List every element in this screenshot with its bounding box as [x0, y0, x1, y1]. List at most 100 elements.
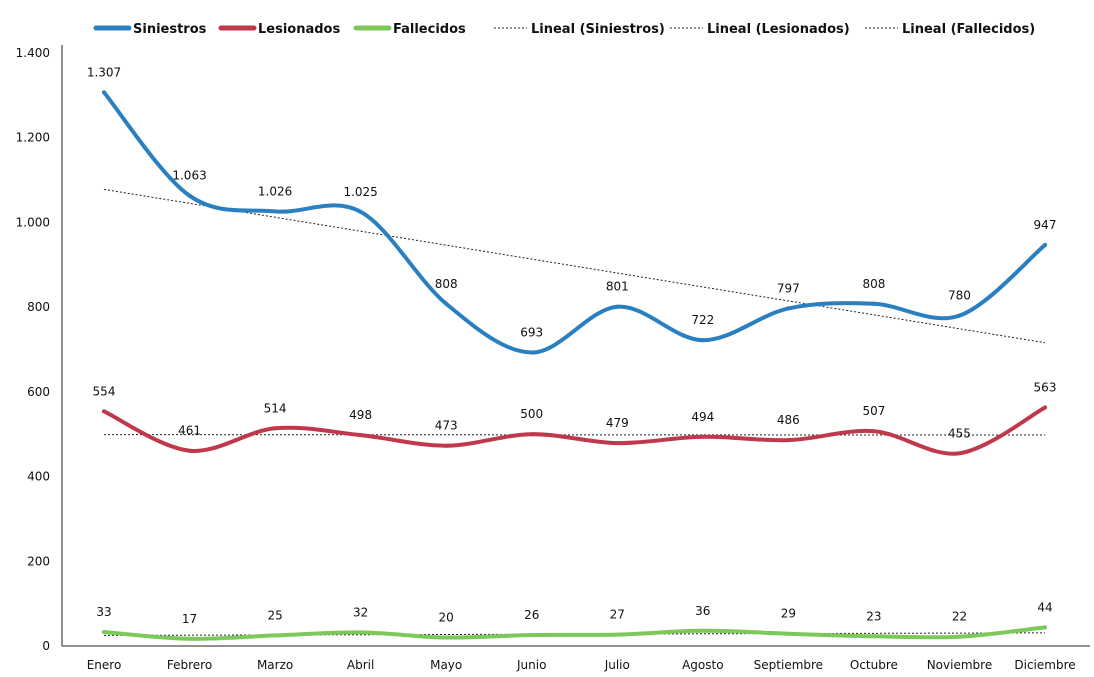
data-point — [273, 633, 278, 638]
legend-label: Lineal (Lesionados) — [707, 22, 850, 37]
data-label: 33 — [96, 605, 111, 619]
data-label: 507 — [862, 404, 885, 418]
data-point — [102, 409, 106, 414]
data-label: 26 — [524, 608, 539, 622]
x-tick-label: Febrero — [167, 658, 212, 672]
trendlines — [103, 188, 1046, 636]
x-tick-label: Diciembre — [1014, 658, 1075, 672]
data-point — [786, 306, 791, 311]
data-point — [529, 432, 534, 437]
x-tick-label: Abril — [347, 658, 374, 672]
data-point — [358, 630, 363, 635]
data-point — [273, 426, 278, 431]
y-tick-label: 600 — [27, 385, 50, 399]
y-tick-label: 1.200 — [16, 131, 50, 145]
series-lines — [102, 90, 1047, 641]
data-point — [1043, 625, 1047, 630]
data-label: 1.307 — [87, 65, 121, 79]
data-label: 500 — [520, 407, 543, 421]
data-label: 32 — [353, 605, 368, 619]
legend: Siniestros Lesionados Fallecidos Lineal (Si… — [93, 22, 1035, 37]
data-point — [102, 630, 106, 635]
data-label: 23 — [866, 609, 881, 623]
data-label: 455 — [948, 426, 971, 440]
data-point — [1043, 242, 1047, 247]
x-tick-label: Mayo — [430, 658, 462, 672]
data-point — [957, 451, 962, 456]
data-label: 514 — [264, 401, 287, 415]
data-point — [529, 350, 534, 355]
data-point — [871, 301, 876, 306]
x-tick-label: Agosto — [682, 658, 723, 672]
y-tick-label: 400 — [27, 470, 50, 484]
legend-label: Lineal (Siniestros) — [531, 22, 665, 37]
data-label: 797 — [777, 281, 800, 295]
data-point — [102, 90, 106, 95]
data-label: 486 — [777, 413, 800, 427]
data-label: 947 — [1034, 218, 1057, 232]
data-label: 25 — [267, 608, 282, 622]
data-point — [1043, 405, 1047, 410]
legend-label: Siniestros — [133, 22, 207, 37]
trendline — [103, 188, 1046, 344]
data-point — [444, 635, 449, 640]
x-tick-label: Marzo — [257, 658, 293, 672]
legend-label: Lineal (Fallecidos) — [902, 22, 1035, 37]
data-point — [358, 209, 363, 214]
data-point — [786, 631, 791, 636]
data-label: 1.025 — [343, 185, 377, 199]
data-label: 498 — [349, 408, 372, 422]
data-point — [786, 438, 791, 443]
data-point — [187, 636, 192, 641]
legend-label: Lesionados — [258, 22, 340, 37]
data-point — [871, 634, 876, 639]
data-label: 461 — [178, 424, 201, 438]
data-label: 479 — [606, 416, 629, 430]
data-label: 44 — [1037, 600, 1052, 614]
data-point — [615, 632, 620, 637]
data-point — [957, 634, 962, 639]
data-label: 1.026 — [258, 184, 292, 198]
y-tick-label: 800 — [27, 300, 50, 314]
data-label: 17 — [182, 612, 197, 626]
data-point — [871, 429, 876, 434]
axes: 0 200 400 600 800 1.000 1.200 1.400 Enero Febrero… — [16, 45, 1090, 672]
x-tick-label: Enero — [87, 658, 122, 672]
data-point — [444, 443, 449, 448]
y-tick-label: 0 — [42, 639, 50, 653]
series-line — [102, 405, 1047, 456]
data-label: 554 — [93, 384, 116, 398]
data-label: 801 — [606, 280, 629, 294]
legend-label: Fallecidos — [393, 22, 466, 37]
y-tick-label: 200 — [27, 554, 50, 568]
data-point — [187, 448, 192, 453]
data-label: 473 — [435, 419, 458, 433]
data-label: 29 — [781, 607, 796, 621]
data-label: 563 — [1034, 381, 1057, 395]
data-point — [273, 209, 278, 214]
data-point — [358, 433, 363, 438]
data-label: 494 — [691, 410, 714, 424]
x-tick-label: Octubre — [850, 658, 898, 672]
data-point — [529, 632, 534, 637]
data-label: 693 — [520, 325, 543, 339]
data-label: 22 — [952, 610, 967, 624]
data-label: 780 — [948, 289, 971, 303]
data-label: 1.063 — [172, 169, 206, 183]
y-tick-label: 1.400 — [16, 46, 50, 60]
data-point — [444, 301, 449, 306]
x-tick-label: Noviembre — [927, 658, 993, 672]
y-tick-label: 1.000 — [16, 215, 50, 229]
data-labels: 1.307 1.063 1.026 1.025 808 693 801 722 797 808 78… — [87, 65, 1057, 625]
data-point — [615, 304, 620, 309]
data-label: 722 — [691, 313, 714, 327]
data-label: 27 — [610, 608, 625, 622]
data-point — [615, 441, 620, 446]
series-line — [102, 625, 1047, 641]
x-tick-label: Junio — [516, 658, 546, 672]
x-tick-label: Septiembre — [754, 658, 823, 672]
series-line — [102, 90, 1047, 355]
x-tick-label: Julio — [604, 658, 630, 672]
